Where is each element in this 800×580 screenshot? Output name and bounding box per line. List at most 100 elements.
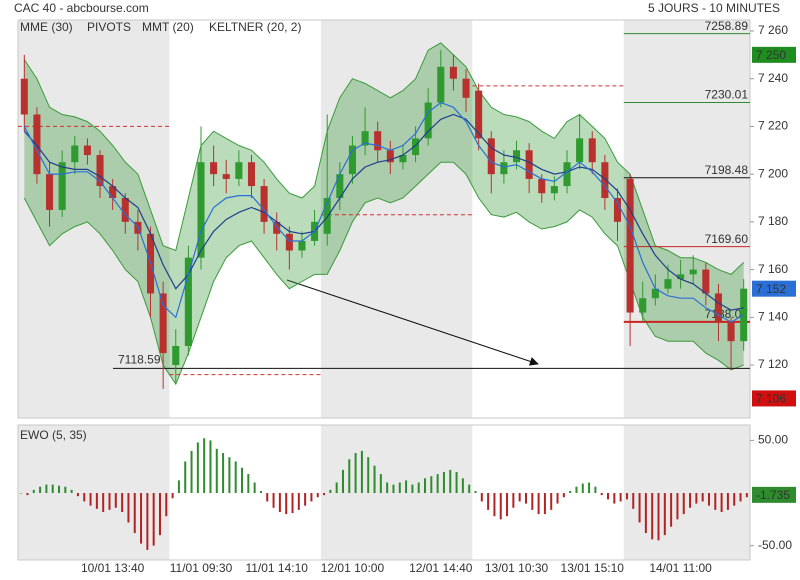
ewo-bar: [581, 483, 584, 494]
ewo-bar: [367, 457, 370, 494]
ewo-bar: [562, 493, 565, 498]
candle-body: [475, 90, 483, 139]
ewo-bar: [550, 493, 553, 510]
ewo-bar: [386, 482, 389, 494]
background: [18, 20, 750, 560]
ewo-bar: [695, 493, 698, 504]
ewo-bar: [234, 461, 237, 494]
candle-body: [58, 162, 66, 210]
ewo-bar: [203, 438, 206, 494]
ewo-bar: [506, 493, 509, 517]
ewo-bar: [537, 493, 540, 515]
ewo-bar: [512, 493, 515, 508]
ewo-bar: [39, 486, 42, 494]
day-shade: [320, 20, 473, 418]
price-badge: [752, 280, 796, 297]
y-tick-label: 7 180: [758, 214, 788, 228]
ewo-bar: [405, 480, 408, 494]
ewo-bar: [588, 482, 591, 494]
candle-body: [487, 138, 495, 175]
ewo-bar: [253, 482, 256, 494]
candle-body: [601, 162, 609, 199]
ewo-bar: [600, 493, 603, 496]
ewo-bar: [266, 493, 269, 502]
ewo-bar: [133, 493, 136, 534]
day-shade: [18, 20, 170, 418]
ewo-bar: [468, 484, 471, 494]
candle-body: [374, 131, 382, 151]
ewo-bar: [556, 493, 559, 504]
ewo-bar: [638, 493, 641, 523]
candle-body: [348, 145, 356, 175]
candle-body: [386, 150, 394, 163]
x-tick-label: 10/01 13:40: [81, 561, 145, 575]
legend-entry: PIVOTS: [87, 20, 131, 34]
ewo-bar: [373, 465, 376, 494]
candle-body: [714, 293, 722, 323]
candle-body: [689, 269, 697, 275]
candle-body: [184, 257, 192, 346]
candle-body: [588, 138, 596, 163]
candle-body: [96, 155, 104, 187]
ewo-bar: [670, 493, 673, 527]
ewo-bar: [64, 486, 67, 494]
candle-body: [727, 322, 735, 342]
candle-body: [46, 174, 54, 210]
candle-body: [159, 293, 167, 354]
ewo-bar: [543, 493, 546, 515]
candle-body: [71, 145, 79, 163]
ewo-bar: [644, 493, 647, 534]
candle-body: [576, 138, 584, 163]
candle-body: [550, 186, 558, 194]
ewo-bar: [316, 493, 319, 498]
y-tick-label: 50.00: [758, 433, 788, 447]
x-tick-label: 13/01 15:10: [561, 561, 625, 575]
ewo-bar: [436, 474, 439, 494]
ewo-bar: [146, 493, 149, 550]
pivot-label: 7198.48: [705, 163, 749, 177]
trend-arrow: [286, 279, 539, 366]
ewo-bar: [720, 493, 723, 512]
candle-body: [639, 298, 647, 313]
x-tick-label: 13/01 10:30: [485, 561, 549, 575]
candle-body: [538, 178, 546, 194]
ewo-bar: [335, 482, 338, 494]
ewo-bar: [417, 482, 420, 494]
price-badge-label: 7 250: [756, 48, 786, 62]
chart-subtitle: 5 JOURS - 10 MINUTES: [648, 1, 780, 15]
ewo-bar: [461, 478, 464, 494]
ewo-bar: [26, 493, 29, 496]
pivot-label: 7169.60: [705, 232, 749, 246]
ewo-bar: [354, 453, 357, 494]
ewo-bar: [524, 493, 527, 504]
ewo-bar: [499, 493, 502, 520]
ewo-bar: [329, 489, 332, 494]
candle-body: [83, 145, 91, 156]
ewo-bar: [278, 493, 281, 512]
ewo-bar: [657, 493, 660, 541]
ewo-title: EWO (5, 35): [20, 428, 87, 442]
ewo-bar: [310, 493, 313, 502]
y-tick-label: 7 240: [758, 71, 788, 85]
moving-average: [23, 113, 744, 311]
ewo-bar: [291, 493, 294, 514]
ewo-bar: [304, 493, 307, 506]
chart-title: CAC 40 - abcbourse.com: [14, 1, 149, 15]
ewo-bar: [701, 493, 704, 502]
candle-body: [613, 198, 622, 222]
ewo-bar: [89, 493, 92, 506]
ewo-bar: [707, 493, 710, 506]
x-tick-label: 12/01 14:40: [409, 561, 473, 575]
ewo-bar: [121, 493, 124, 512]
ewo-bar: [323, 493, 326, 496]
ewo-bar: [102, 493, 105, 512]
x-tick-label: 11/01 09:30: [170, 561, 233, 575]
candle-body: [273, 221, 281, 234]
price-panel: [17, 19, 751, 419]
ewo-bar: [184, 461, 187, 494]
ewo-bar: [177, 480, 180, 494]
candle-body: [336, 174, 344, 199]
candle-body: [424, 102, 432, 139]
ewo-bar: [518, 493, 521, 502]
